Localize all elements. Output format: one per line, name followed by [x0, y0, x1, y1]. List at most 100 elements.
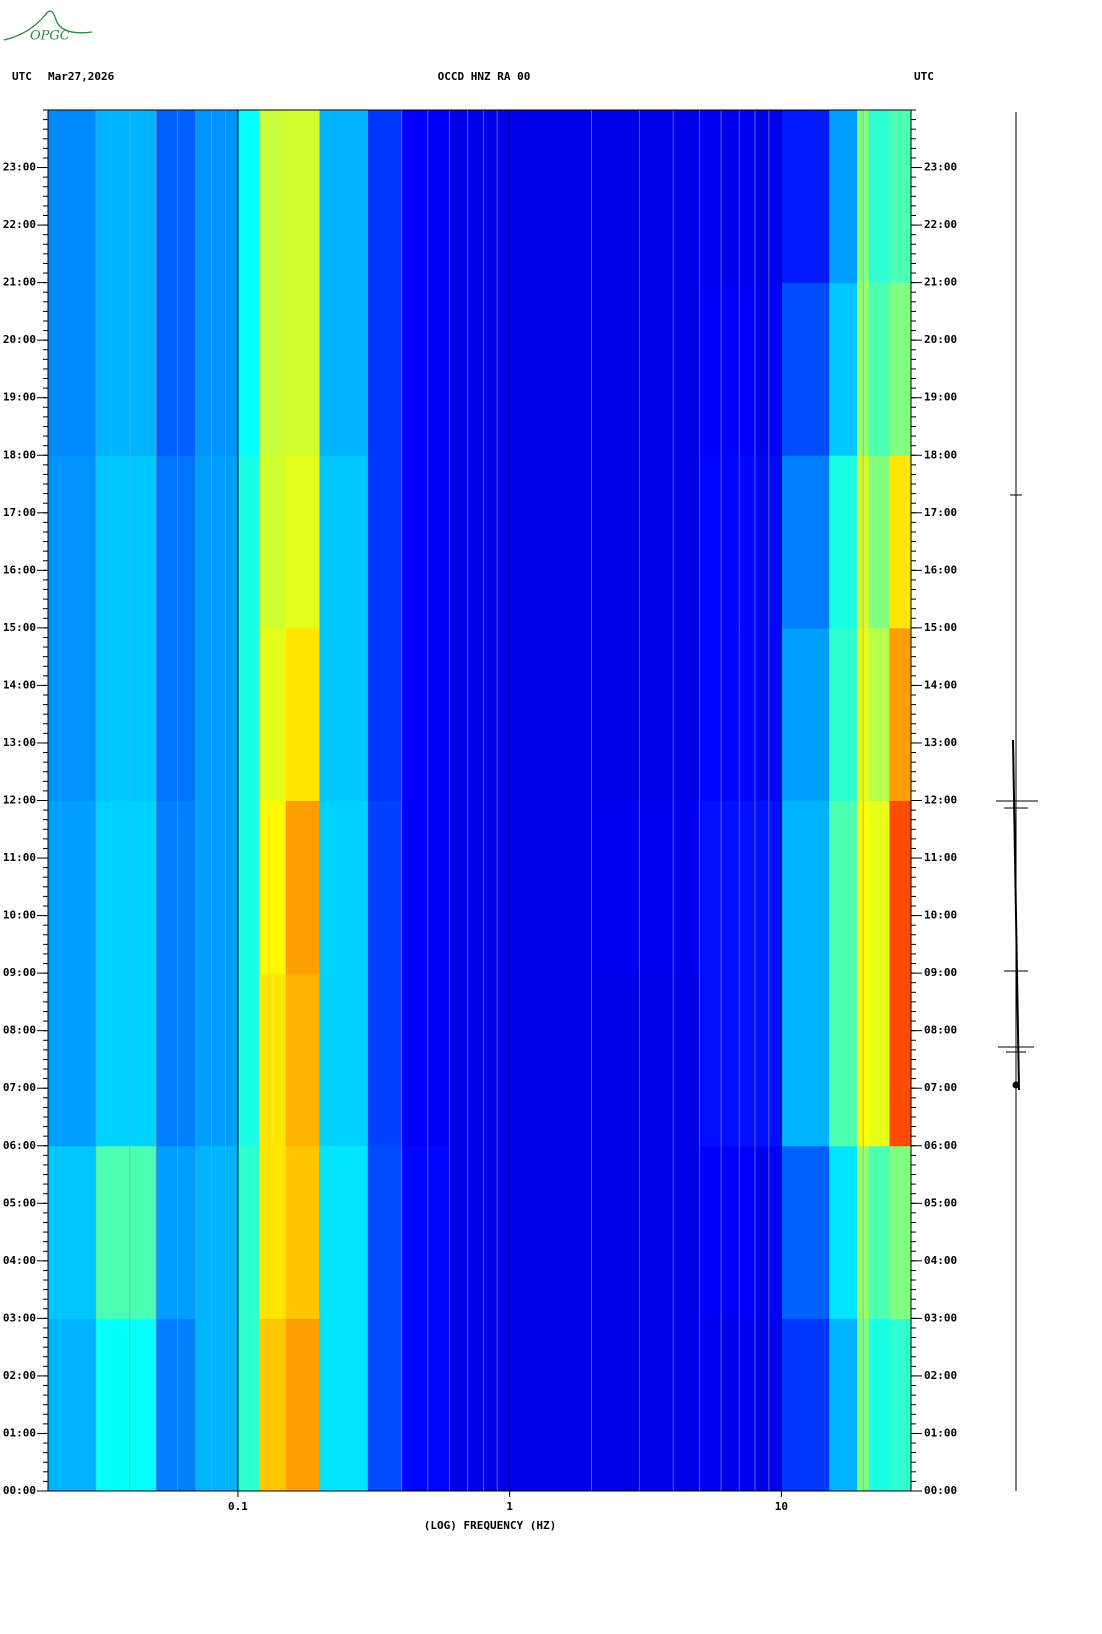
heatmap-cell — [868, 973, 890, 1147]
heatmap-cell — [401, 627, 450, 801]
heatmap-cell — [319, 1318, 369, 1492]
heatmap-cell — [868, 1318, 890, 1492]
heatmap-cell — [285, 627, 321, 801]
y-tick-label: 03:00 — [3, 1311, 36, 1324]
x-axis-label: (LOG) FREQUENCY (HZ) — [424, 1519, 556, 1532]
heatmap-cell — [259, 627, 287, 801]
heatmap-cell — [237, 1318, 260, 1492]
heatmap-cell — [449, 455, 511, 629]
y-tick-label: 08:00 — [3, 1024, 36, 1037]
heatmap-cell — [237, 282, 260, 456]
heatmap-cell — [367, 1145, 403, 1319]
heatmap-cell — [889, 455, 912, 629]
y-tick-label: 20:00 — [924, 333, 957, 346]
heatmap-cell — [195, 1145, 239, 1319]
heatmap-cell — [95, 455, 157, 629]
heatmap-cell — [591, 627, 701, 801]
y-tick-label: 01:00 — [924, 1426, 957, 1439]
heatmap-cell — [367, 455, 403, 629]
heatmap-cell — [889, 282, 912, 456]
y-tick-label: 07:00 — [924, 1081, 957, 1094]
y-tick-label: 16:00 — [3, 563, 36, 576]
date: Mar27,2026 — [48, 70, 115, 83]
heatmap-cell — [367, 110, 403, 284]
heatmap-cell — [509, 1145, 592, 1319]
y-tick-label: 21:00 — [924, 276, 957, 289]
heatmap-cell — [699, 455, 782, 629]
heatmap-cell — [285, 455, 321, 629]
heatmap-cell — [319, 1145, 369, 1319]
heatmap-cell — [319, 627, 369, 801]
heatmap-cell — [195, 973, 239, 1147]
y-tick-label: 14:00 — [3, 678, 36, 691]
logo: OPGC — [30, 29, 70, 44]
y-tick-label: 00:00 — [3, 1484, 36, 1497]
y-tick-label: 15:00 — [3, 621, 36, 634]
y-tick-label: 20:00 — [3, 333, 36, 346]
heatmap-cell — [156, 973, 197, 1147]
heatmap-cell — [237, 973, 260, 1147]
heatmap-cell — [259, 1145, 287, 1319]
heatmap-cell — [781, 1318, 830, 1492]
heatmap-cell — [889, 973, 912, 1147]
y-tick-label: 18:00 — [3, 448, 36, 461]
heatmap-cell — [829, 110, 858, 284]
heatmap-cell — [868, 627, 890, 801]
heatmap-cell — [259, 282, 287, 456]
heatmap-cell — [889, 110, 912, 284]
heatmap-cell — [509, 800, 592, 974]
y-tick-label: 02:00 — [3, 1369, 36, 1382]
heatmap-cell — [699, 110, 782, 284]
y-tick-label: 18:00 — [924, 448, 957, 461]
heatmap-cell — [319, 973, 369, 1147]
heatmap-cell — [449, 627, 511, 801]
heatmap-cell — [699, 800, 782, 974]
heatmap-cell — [367, 627, 403, 801]
heatmap-cell — [781, 455, 830, 629]
heatmap-cell — [781, 282, 830, 456]
y-tick-label: 23:00 — [924, 161, 957, 174]
heatmap-cell — [509, 282, 592, 456]
heatmap-cell — [367, 800, 403, 974]
heatmap-cell — [48, 973, 97, 1147]
y-tick-label: 13:00 — [3, 736, 36, 749]
heatmap-cell — [889, 1318, 912, 1492]
y-tick-label: 05:00 — [924, 1196, 957, 1209]
heatmap-cell — [95, 1145, 157, 1319]
y-tick-label: 14:00 — [924, 678, 957, 691]
heatmap-cell — [285, 1145, 321, 1319]
heatmap-cell — [591, 110, 701, 284]
heatmap-cell — [156, 455, 197, 629]
y-tick-label: 12:00 — [3, 794, 36, 807]
y-tick-label: 16:00 — [924, 563, 957, 576]
y-tick-label: 05:00 — [3, 1196, 36, 1209]
heatmap-cell — [95, 973, 157, 1147]
y-tick-label: 12:00 — [924, 794, 957, 807]
heatmap-cell — [401, 1145, 450, 1319]
heatmap-cell — [319, 110, 369, 284]
heatmap-cell — [48, 110, 97, 284]
y-tick-label: 07:00 — [3, 1081, 36, 1094]
y-tick-label: 09:00 — [3, 966, 36, 979]
heatmap-cell — [509, 1318, 592, 1492]
heatmap-cell — [48, 800, 97, 974]
x-tick-label: 10 — [775, 1500, 788, 1513]
heatmap-cell — [449, 1145, 511, 1319]
heatmap-cell — [95, 110, 157, 284]
y-tick-label: 06:00 — [924, 1139, 957, 1152]
plot-frame — [47, 109, 912, 1492]
heatmap-cell — [259, 973, 287, 1147]
heatmap — [48, 110, 912, 1492]
heatmap-cell — [829, 282, 858, 456]
y-tick-label: 10:00 — [3, 909, 36, 922]
heatmap-cell — [48, 282, 97, 456]
heatmap-cell — [95, 627, 157, 801]
heatmap-cell — [156, 1318, 197, 1492]
x-tick-label: 0.1 — [228, 1500, 248, 1513]
heatmap-cell — [889, 800, 912, 974]
heatmap-cell — [367, 1318, 403, 1492]
heatmap-cell — [509, 627, 592, 801]
heatmap-cell — [591, 800, 701, 974]
heatmap-cell — [868, 282, 890, 456]
